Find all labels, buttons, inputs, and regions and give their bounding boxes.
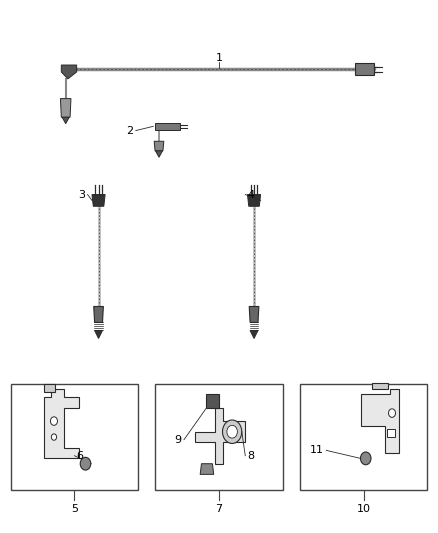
Polygon shape: [250, 330, 258, 338]
Circle shape: [51, 434, 57, 440]
Polygon shape: [155, 123, 180, 130]
Circle shape: [360, 452, 371, 465]
Polygon shape: [155, 151, 162, 157]
Polygon shape: [154, 141, 164, 151]
Text: 7: 7: [215, 504, 223, 514]
Bar: [11, 384, 138, 490]
Text: 11: 11: [310, 446, 324, 455]
Text: 4: 4: [247, 190, 254, 199]
Polygon shape: [92, 195, 105, 206]
Text: 6: 6: [77, 451, 84, 461]
Polygon shape: [200, 464, 214, 474]
Polygon shape: [60, 99, 71, 117]
Polygon shape: [372, 383, 388, 389]
Bar: [300, 384, 427, 490]
Circle shape: [223, 420, 242, 443]
Polygon shape: [249, 306, 259, 322]
Polygon shape: [95, 330, 102, 338]
Circle shape: [80, 457, 91, 470]
Polygon shape: [44, 389, 79, 458]
Polygon shape: [247, 195, 261, 206]
Text: 3: 3: [78, 190, 85, 199]
Polygon shape: [94, 306, 103, 322]
Circle shape: [389, 409, 396, 417]
Polygon shape: [195, 408, 245, 464]
Circle shape: [50, 417, 57, 425]
Polygon shape: [44, 384, 55, 392]
Circle shape: [227, 425, 237, 438]
Polygon shape: [62, 117, 69, 124]
Polygon shape: [361, 389, 399, 453]
Text: 10: 10: [357, 504, 371, 514]
Text: 2: 2: [127, 126, 134, 135]
Text: 9: 9: [175, 435, 182, 445]
Text: 1: 1: [215, 53, 223, 62]
Bar: [387, 429, 395, 437]
Text: 5: 5: [71, 504, 78, 514]
Polygon shape: [61, 65, 77, 79]
Bar: [355, 63, 374, 75]
Text: 8: 8: [247, 451, 254, 461]
Bar: [206, 394, 219, 408]
Bar: [155, 384, 283, 490]
